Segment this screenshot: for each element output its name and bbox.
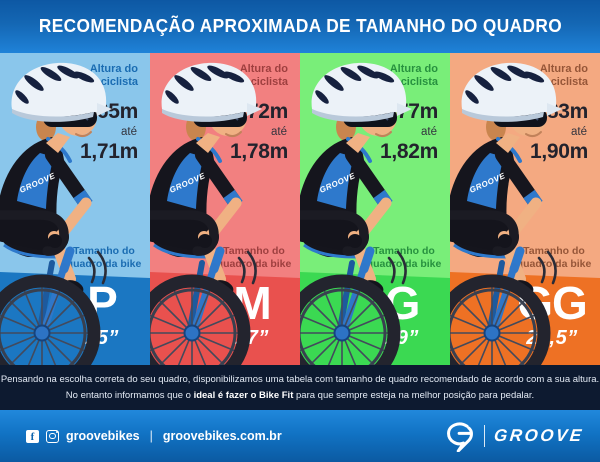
- frame-size-label: Tamanho do quadro da bike: [66, 245, 142, 270]
- frame-size-letter: G: [384, 277, 421, 329]
- size-column-g: Altura do ciclista 1,77m até 1,82m Taman…: [300, 53, 450, 365]
- facebook-icon: f: [26, 429, 39, 443]
- disclaimer-line1: Pensando na escolha correta do seu quadr…: [0, 374, 600, 385]
- frame-size-inches: 20,5”: [526, 327, 578, 349]
- size-column-m: Altura do ciclista 1,72m até 1,78m Taman…: [150, 53, 300, 365]
- groove-logo-icon: [446, 422, 473, 452]
- rider-height-label: Altura do ciclista: [89, 63, 138, 88]
- height-min: 1,83m: [529, 100, 588, 123]
- frame-size-band: P 15”: [0, 272, 150, 365]
- rider-height-label: Altura do ciclista: [239, 63, 288, 88]
- social-row: f groovebikes | groovebikes.com.br: [26, 429, 282, 443]
- height-range-word: até: [121, 126, 137, 138]
- frame-size-inches: 17”: [235, 327, 269, 349]
- frame-size-letter: GG: [517, 277, 588, 329]
- frame-size-inches: 19”: [385, 327, 419, 349]
- frame-size-band: M 17”: [150, 272, 300, 365]
- footer-separator: |: [149, 429, 153, 443]
- page-title: RECOMENDAÇÃO APROXIMADA DE TAMANHO DO QU…: [38, 16, 562, 36]
- rider-height-info: Altura do ciclista 1,65m até 1,71m: [80, 63, 138, 164]
- frame-size-band: G 19”: [300, 272, 450, 365]
- frame-size-letter: P: [87, 277, 118, 329]
- website-url: groovebikes.com.br: [162, 429, 282, 443]
- footer-bar: f groovebikes | groovebikes.com.br GROOV…: [0, 410, 600, 462]
- rider-height-info: Altura do ciclista 1,77m até 1,82m: [380, 63, 438, 164]
- height-min: 1,65m: [79, 100, 138, 123]
- social-handle: groovebikes: [66, 429, 140, 443]
- frame-size-label: Tamanho do quadro da bike: [366, 245, 442, 270]
- brand-divider: [483, 425, 486, 447]
- frame-size-inches: 15”: [85, 327, 119, 349]
- height-range-word: até: [571, 126, 587, 138]
- rider-height-label: Altura do ciclista: [539, 63, 588, 88]
- header-banner: RECOMENDAÇÃO APROXIMADA DE TAMANHO DO QU…: [0, 0, 600, 53]
- rider-height-info: Altura do ciclista 1,72m até 1,78m: [230, 63, 288, 164]
- brand-wordmark: GROOVE: [493, 426, 586, 445]
- frame-size-label: Tamanho do quadro da bike: [516, 245, 592, 270]
- height-max: 1,90m: [529, 140, 588, 163]
- frame-size-letter: M: [233, 277, 271, 329]
- size-columns: Altura do ciclista 1,65m até 1,71m Taman…: [0, 53, 600, 365]
- disclaimer-band: Pensando na escolha correta do seu quadr…: [0, 365, 600, 410]
- rider-height-info: Altura do ciclista 1,83m até 1,90m: [530, 63, 588, 164]
- size-column-p: Altura do ciclista 1,65m até 1,71m Taman…: [0, 53, 150, 365]
- height-max: 1,78m: [229, 140, 288, 163]
- height-min: 1,77m: [379, 100, 438, 123]
- frame-size-band: GG 20,5”: [450, 272, 600, 365]
- height-min: 1,72m: [229, 100, 288, 123]
- frame-size-label: Tamanho do quadro da bike: [216, 245, 292, 270]
- size-column-gg: Altura do ciclista 1,83m até 1,90m Taman…: [450, 53, 600, 365]
- instagram-icon: [46, 429, 59, 443]
- disclaimer-line2: No entanto informamos que o ideal é faze…: [65, 389, 535, 401]
- height-range-word: até: [271, 126, 287, 138]
- brand-logo: GROOVE: [445, 420, 586, 452]
- height-range-word: até: [421, 126, 437, 138]
- rider-height-label: Altura do ciclista: [389, 63, 438, 88]
- height-max: 1,71m: [79, 140, 138, 163]
- height-max: 1,82m: [379, 140, 438, 163]
